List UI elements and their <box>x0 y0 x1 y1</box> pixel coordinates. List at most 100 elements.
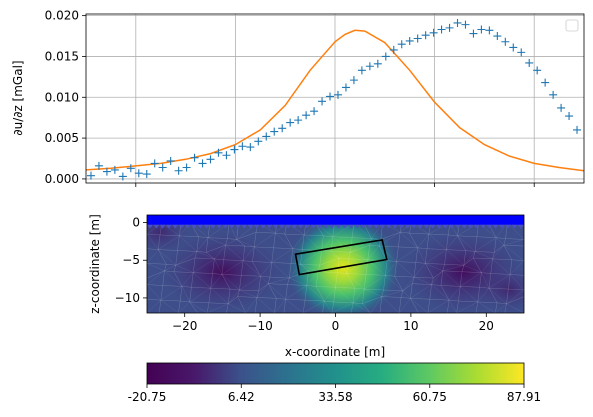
surface-tooth <box>222 224 229 229</box>
mesh-cell <box>410 298 431 313</box>
surface-tooth <box>461 224 468 229</box>
surface-tooth <box>398 224 405 229</box>
mesh-cell <box>253 231 276 249</box>
data-point <box>214 148 223 157</box>
data-point <box>182 163 191 172</box>
data-point <box>246 143 255 152</box>
mesh-cell <box>472 251 495 260</box>
mesh-cell <box>463 250 476 266</box>
data-point <box>238 142 247 151</box>
mesh-cell <box>267 283 288 300</box>
mesh-cell <box>440 285 461 302</box>
mesh-cell <box>488 273 511 290</box>
surface-tooth <box>373 224 380 229</box>
mesh-cell <box>315 271 338 288</box>
mesh-cell <box>348 244 370 261</box>
ylabel-text: ∂u/∂z [mGal] <box>11 60 25 135</box>
data-point <box>142 170 151 179</box>
mesh-cell <box>164 264 177 272</box>
mesh-cell <box>379 296 402 313</box>
mesh-cell <box>504 296 524 313</box>
mesh-cell <box>191 272 213 289</box>
mesh-cell <box>458 286 480 303</box>
mesh-cell <box>157 249 178 266</box>
mesh-cell <box>177 235 199 252</box>
mesh-cell <box>321 235 334 252</box>
mesh-cell <box>269 262 292 279</box>
mesh-cell <box>346 258 369 275</box>
surface-tooth <box>285 224 292 229</box>
mesh-cell <box>410 283 432 300</box>
surface-tooth <box>442 224 449 229</box>
mesh-cell <box>284 233 305 250</box>
heatmap-field <box>147 215 524 313</box>
y-tick-label: 0.000 <box>45 172 79 186</box>
mesh-cell <box>381 289 404 298</box>
heatmap-ylabel-group: z-coordinate [m] <box>88 214 102 314</box>
data-point <box>381 52 390 61</box>
mesh-cell <box>444 249 466 266</box>
mesh-cell <box>173 271 194 288</box>
data-point <box>413 34 422 43</box>
mesh-cell <box>350 237 372 253</box>
mesh-cell <box>157 234 180 251</box>
data-point <box>421 31 430 40</box>
mesh-cell <box>424 263 445 279</box>
surface-tooth <box>486 224 493 229</box>
mesh-cell <box>206 302 229 313</box>
surface-tooth <box>190 224 197 229</box>
data-point <box>365 62 374 71</box>
data-point <box>357 66 366 75</box>
mesh-cell <box>456 300 479 313</box>
mesh-cell <box>440 270 463 287</box>
surface-tooth <box>335 224 342 229</box>
data-point <box>190 153 199 162</box>
mesh-cell <box>196 236 209 253</box>
mesh-cell <box>205 237 228 253</box>
mesh-cell <box>267 276 290 285</box>
mesh-cell <box>285 284 308 301</box>
mesh-cell <box>367 244 388 261</box>
mesh-cell <box>400 283 413 299</box>
heatmap-xticks: −20 −10 0 10 20 <box>172 313 494 333</box>
mesh-cell <box>411 276 434 285</box>
mesh-cell <box>147 263 167 279</box>
mesh-cell <box>396 246 418 263</box>
colorbar-gradient <box>146 362 525 385</box>
surface-tooth <box>203 224 210 229</box>
data-point <box>557 103 566 112</box>
y-tick-label: 0.010 <box>45 90 79 104</box>
mesh-cell <box>212 258 225 275</box>
data-point <box>573 125 582 134</box>
data-point <box>501 37 510 46</box>
data-point <box>286 118 295 127</box>
surface-tooth <box>448 224 455 229</box>
data-point <box>126 164 135 173</box>
data-markers <box>86 18 582 181</box>
mesh-cell <box>192 257 215 274</box>
data-point <box>525 58 534 67</box>
legend-box <box>565 19 579 32</box>
mesh-cell <box>239 275 261 292</box>
x-tick-label: −20 <box>172 319 197 333</box>
colorbar-tick-label: 87.91 <box>507 390 541 404</box>
data-point <box>94 161 103 170</box>
mesh-cell <box>237 296 258 313</box>
mesh-cell <box>479 272 492 289</box>
mesh-cell <box>352 287 365 305</box>
data-point <box>549 90 558 99</box>
data-point <box>86 171 95 180</box>
mesh-cell <box>252 246 274 263</box>
data-point <box>493 32 502 41</box>
mesh-cell <box>242 245 255 262</box>
mesh-cell <box>378 245 399 262</box>
surface-tooth <box>473 224 480 229</box>
mesh-cell <box>335 272 356 289</box>
mesh-cell <box>503 238 524 247</box>
mesh-cell <box>254 297 277 313</box>
heatmap-axes: −20 −10 0 10 20 0 −5 −10 x-coordinate [m] z-co… <box>88 214 525 359</box>
mesh-cell <box>447 299 459 313</box>
surface-tooth <box>178 224 185 229</box>
mesh-cell <box>398 297 419 313</box>
